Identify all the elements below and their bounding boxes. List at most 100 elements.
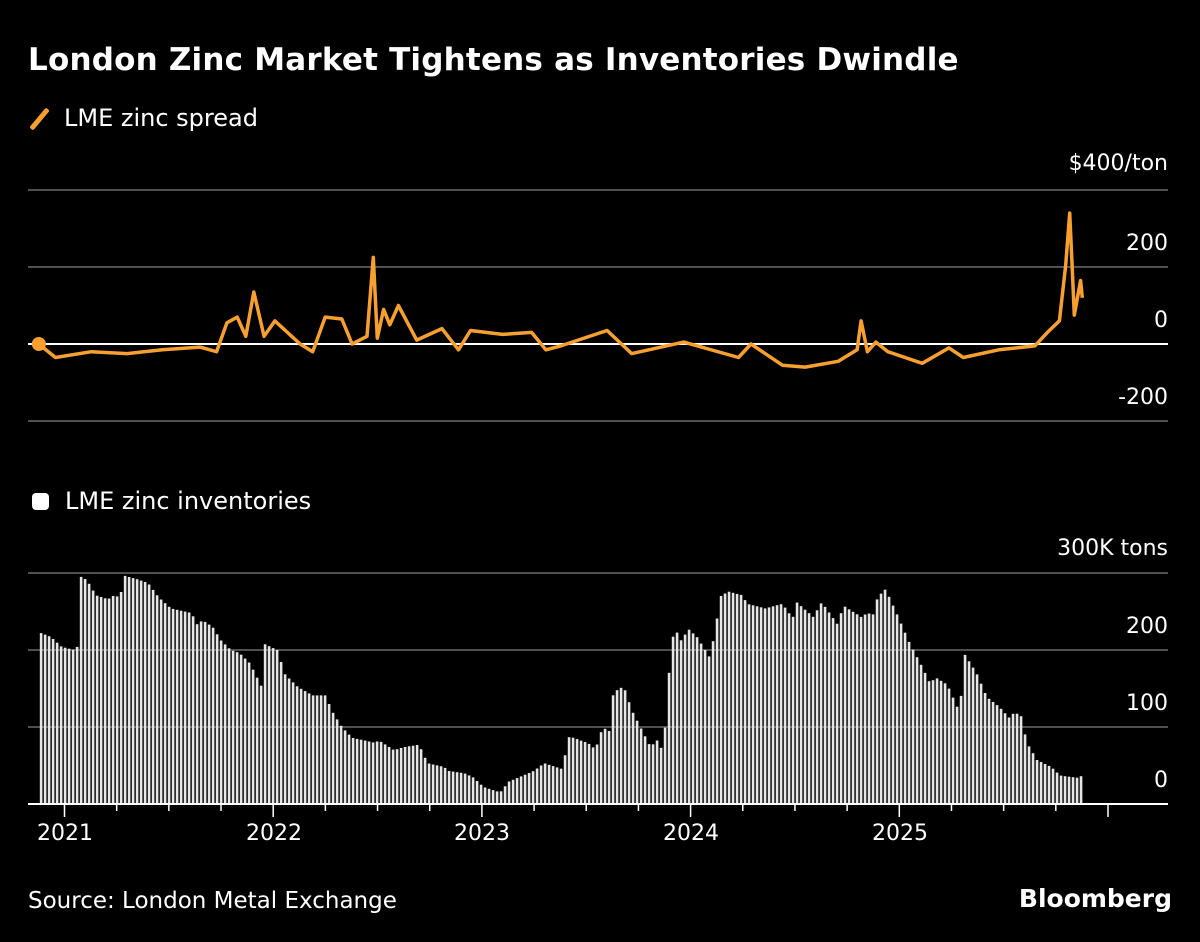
inventory-bar xyxy=(559,768,563,804)
inventory-bar xyxy=(63,647,67,804)
inventory-bar xyxy=(751,605,755,804)
inventory-bar xyxy=(279,662,283,804)
inventory-bar xyxy=(91,590,95,804)
inventory-bar xyxy=(403,747,407,804)
inventory-bar xyxy=(491,790,495,804)
inventory-bar xyxy=(975,674,979,804)
legend-spread: LME zinc spread xyxy=(28,104,258,132)
inventory-bar xyxy=(303,691,307,804)
inventory-bar xyxy=(543,763,547,804)
inventory-bar xyxy=(575,739,579,804)
inventory-bar xyxy=(275,650,279,804)
inventory-bar xyxy=(271,648,275,804)
inventory-bar xyxy=(1007,717,1011,804)
inventory-bar xyxy=(567,737,571,804)
inventory-bar xyxy=(83,579,87,804)
inventory-bar xyxy=(971,667,975,804)
inventory-bar xyxy=(383,744,387,804)
bloomberg-logo: Bloomberg xyxy=(1018,884,1172,913)
inventory-bar xyxy=(703,650,707,804)
inventory-bar xyxy=(527,773,531,804)
inventory-bar xyxy=(619,687,623,804)
inventory-bar xyxy=(239,654,243,804)
inventory-bar xyxy=(287,678,291,804)
inventory-bar xyxy=(147,584,151,804)
inventory-bar xyxy=(927,681,931,804)
inventory-bar xyxy=(771,606,775,804)
inventory-bar xyxy=(711,641,715,804)
inventory-bar xyxy=(59,646,63,804)
inventory-bar xyxy=(439,766,443,804)
inventory-bar xyxy=(395,749,399,804)
inventory-bar xyxy=(915,657,919,804)
inventory-bar xyxy=(531,771,535,804)
inventory-bar xyxy=(639,728,643,804)
inventory-bar xyxy=(331,712,335,804)
inventory-bar xyxy=(647,744,651,804)
inventory-bar xyxy=(1043,764,1047,804)
inventory-bar xyxy=(987,698,991,804)
inventory-bar xyxy=(1075,777,1079,804)
inventory-bar xyxy=(339,725,343,804)
inventory-bar xyxy=(1023,734,1027,804)
inventory-bar xyxy=(707,656,711,804)
inventory-bar xyxy=(295,686,299,804)
legend-spread-label: LME zinc spread xyxy=(64,104,258,132)
inventory-bar xyxy=(819,603,823,804)
inventory-bar xyxy=(1003,713,1007,804)
inventory-bar xyxy=(235,652,239,804)
inventory-bar xyxy=(931,680,935,804)
inventory-bar xyxy=(135,579,139,804)
inventory-bar xyxy=(1055,772,1059,804)
inventory-bar xyxy=(943,683,947,804)
inventory-bar xyxy=(599,732,603,804)
inventory-bar xyxy=(655,740,659,804)
inventory-bar xyxy=(811,616,815,804)
inventory-bar xyxy=(563,755,567,804)
inventory-bar xyxy=(407,746,411,804)
inventory-bar xyxy=(371,742,375,804)
inventory-bar xyxy=(387,747,391,804)
inventory-bar xyxy=(1079,776,1083,804)
inventory-bar xyxy=(151,589,155,804)
inventory-bar xyxy=(903,632,907,804)
inventory-bar xyxy=(623,690,627,804)
inventory-bar xyxy=(607,731,611,804)
inventory-bar xyxy=(67,648,71,804)
inventory-bar xyxy=(687,629,691,804)
inventory-bar xyxy=(219,640,223,804)
inventory-bar xyxy=(835,623,839,804)
inventory-bar xyxy=(923,672,927,804)
x-tick-label: 2025 xyxy=(872,821,928,846)
inventory-bar xyxy=(891,605,895,804)
inventory-bar xyxy=(1071,777,1075,804)
inventory-bar xyxy=(79,576,83,804)
legend-inventories-label: LME zinc inventories xyxy=(65,487,312,515)
inventory-bar xyxy=(195,624,199,804)
inventory-bar xyxy=(859,616,863,804)
inventory-bar xyxy=(495,791,499,804)
inventory-bar xyxy=(1015,713,1019,804)
inventory-bar xyxy=(671,636,675,804)
inventory-bar xyxy=(571,737,575,804)
inventory-bar xyxy=(1027,746,1031,804)
inventory-bar xyxy=(39,633,43,804)
inventory-bar xyxy=(791,616,795,804)
inventory-bar xyxy=(963,654,967,804)
inventory-bar xyxy=(307,693,311,804)
inventory-bar xyxy=(199,621,203,804)
inventory-bar xyxy=(551,766,555,804)
inventory-bar xyxy=(1019,716,1023,804)
inventory-bar xyxy=(507,781,511,804)
inventory-bar xyxy=(267,646,271,804)
inventory-bar xyxy=(483,787,487,804)
inventory-bar xyxy=(935,678,939,804)
inventory-bar xyxy=(463,773,467,804)
inventory-bar xyxy=(183,611,187,804)
inventory-bar xyxy=(695,637,699,804)
inventory-bar xyxy=(627,702,631,804)
inventory-bar xyxy=(851,611,855,804)
inventory-bar xyxy=(799,606,803,804)
inventory-bar xyxy=(807,613,811,804)
